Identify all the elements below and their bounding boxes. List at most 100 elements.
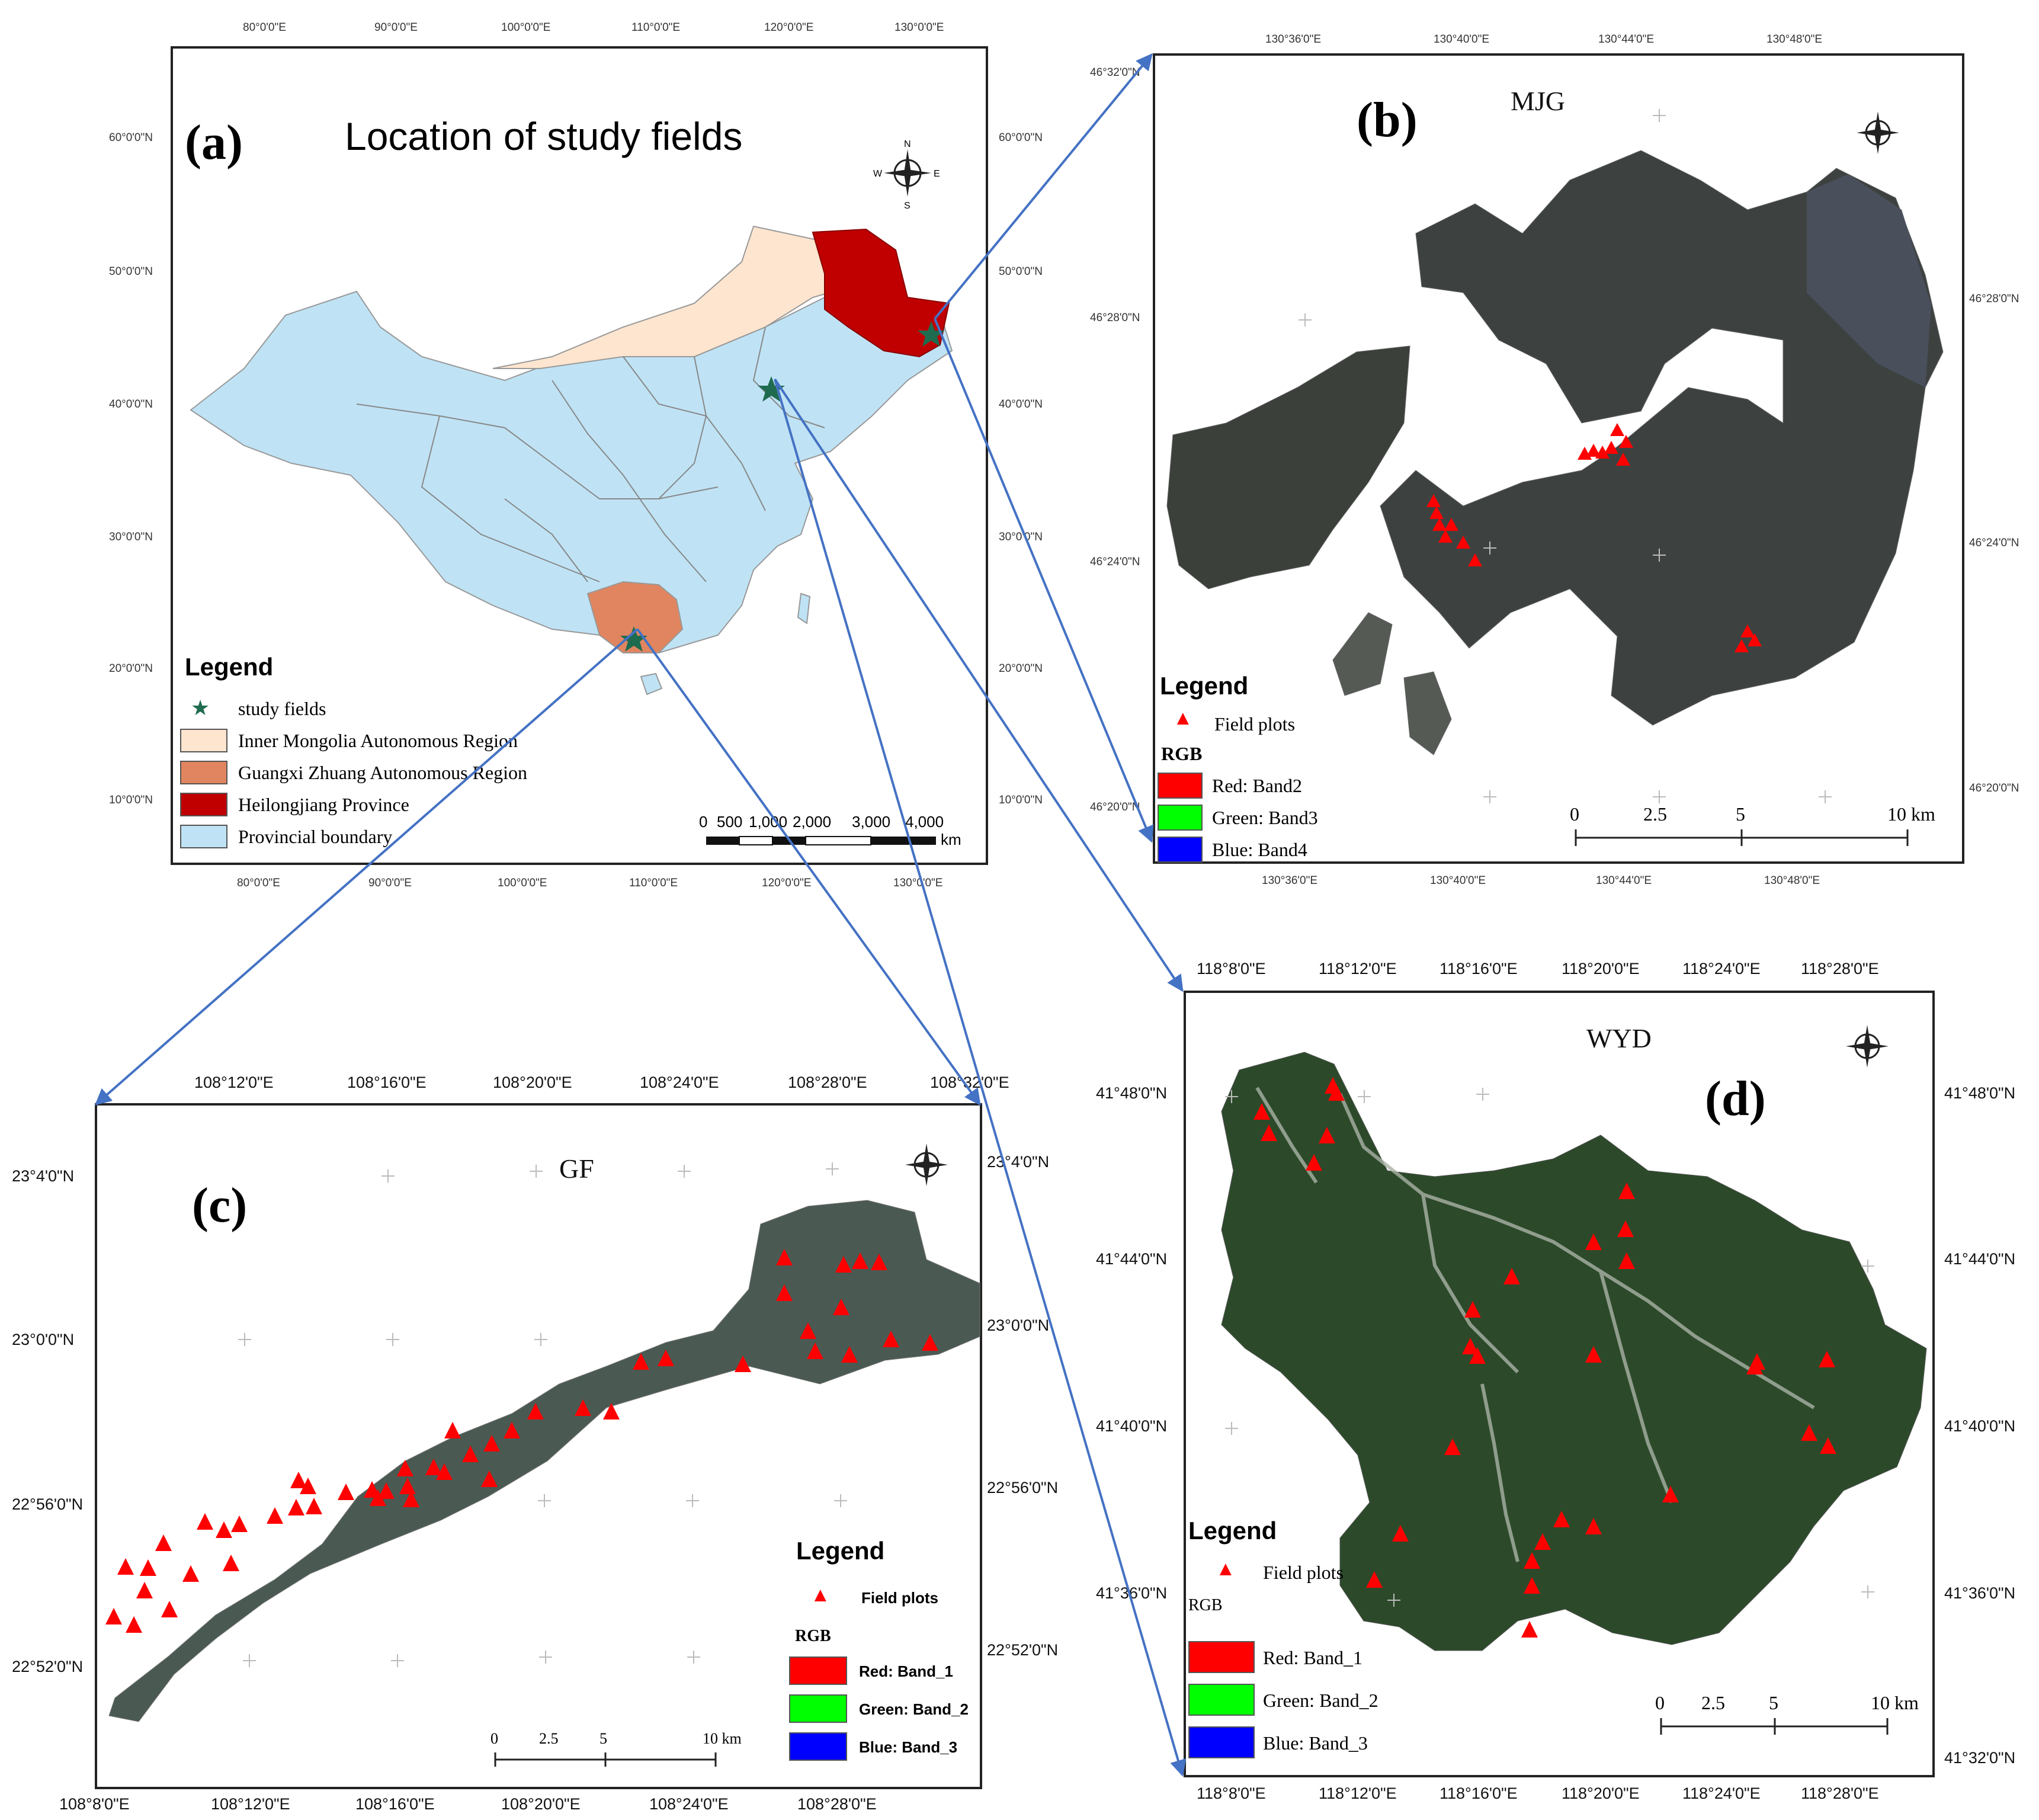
d-right-tick: 41°36'0"N bbox=[1944, 1584, 2016, 1602]
field-plot-marker bbox=[397, 1460, 413, 1476]
legend-field-plots-c: Field plots bbox=[861, 1589, 938, 1607]
wyd-field-plots bbox=[1253, 1077, 1836, 1638]
d-left-tick: 41°36'0"N bbox=[1096, 1584, 1168, 1602]
a-left-tick: 50°0'0"N bbox=[109, 265, 153, 278]
legend-item-provincial: Provincial boundary bbox=[238, 826, 393, 847]
b-top-tick: 130°44'0"E bbox=[1598, 33, 1655, 46]
scale-a-500: 500 bbox=[717, 813, 743, 831]
scale-a-1000: 1,000 bbox=[749, 813, 788, 831]
legend-band-blue-b: Blue: Band4 bbox=[1212, 839, 1307, 860]
scale-a-0: 0 bbox=[699, 813, 708, 831]
c-bottom-tick: 108°12'0"E bbox=[211, 1795, 290, 1813]
legend-field-plots-b: Field plots bbox=[1214, 713, 1296, 735]
c-bottom-tick: 108°28'0"E bbox=[797, 1795, 877, 1813]
b-top-tick: 130°48'0"E bbox=[1767, 33, 1823, 46]
field-plot-marker bbox=[223, 1555, 239, 1571]
legend-rgb-b: RGB bbox=[1161, 743, 1203, 764]
d-bottom-tick: 118°28'0"E bbox=[1801, 1784, 1879, 1802]
field-plot-marker bbox=[290, 1472, 307, 1488]
a-bottom-tick: 110°0'0"E bbox=[629, 877, 678, 889]
field-plot-marker bbox=[1328, 1084, 1345, 1101]
panel-c-label: (c) bbox=[192, 1178, 248, 1233]
legend-band-green-c: Green: Band_2 bbox=[859, 1700, 969, 1718]
field-plot-triangle-icon: ▲ bbox=[1173, 707, 1193, 729]
field-plot-marker bbox=[161, 1601, 178, 1617]
field-plot-marker bbox=[1618, 1252, 1635, 1269]
d-top-tick: 118°24'0"E bbox=[1682, 960, 1761, 978]
d-left-tick: 41°44'0"N bbox=[1096, 1250, 1168, 1268]
field-plot-marker bbox=[436, 1463, 453, 1480]
field-plot-triangle-icon: ▲ bbox=[1216, 1558, 1236, 1580]
field-plot-marker bbox=[462, 1446, 479, 1462]
b-bottom-tick: 130°44'0"E bbox=[1596, 874, 1652, 887]
scale-d-5: 5 bbox=[1769, 1692, 1778, 1713]
field-plot-marker bbox=[1319, 1127, 1335, 1143]
field-plot-marker bbox=[1801, 1424, 1817, 1441]
d-bottom-tick: 118°12'0"E bbox=[1319, 1784, 1397, 1802]
legend-title-a: Legend bbox=[185, 653, 274, 681]
field-plot-marker bbox=[1521, 1621, 1538, 1638]
field-plot-marker bbox=[216, 1521, 232, 1538]
a-top-tick: 130°0'0"E bbox=[895, 21, 944, 34]
a-top-tick: 120°0'0"E bbox=[764, 21, 814, 34]
field-plot-marker bbox=[735, 1356, 751, 1372]
svg-text:S: S bbox=[904, 201, 911, 211]
c-right-tick: 23°4'0"N bbox=[987, 1153, 1050, 1171]
b-left-tick: 46°32'0"N bbox=[1090, 66, 1140, 79]
field-plot-marker bbox=[117, 1558, 134, 1575]
c-left-tick: 22°52'0"N bbox=[12, 1658, 84, 1675]
b-top-tick: 130°36'0"E bbox=[1265, 33, 1322, 46]
a-top-tick: 110°0'0"E bbox=[631, 21, 681, 34]
legend-band-red-c: Red: Band_1 bbox=[859, 1662, 953, 1680]
field-plot-marker bbox=[1617, 1220, 1634, 1237]
d-top-tick: 118°20'0"E bbox=[1562, 960, 1640, 978]
field-plot-marker bbox=[1444, 1438, 1461, 1455]
scale-bar-b bbox=[1575, 829, 1909, 846]
scale-d-10km: 10 km bbox=[1871, 1692, 1919, 1713]
field-plot-marker bbox=[483, 1435, 500, 1451]
panel-d-wyd-map: (d) WYD Legend ▲ Field plots RGB Red: Ba… bbox=[1184, 991, 1935, 1777]
legend-rgb-d: RGB bbox=[1188, 1596, 1223, 1614]
c-right-tick: 22°52'0"N bbox=[987, 1641, 1059, 1659]
legend-band-green-d: Green: Band_2 bbox=[1263, 1690, 1378, 1711]
d-bottom-tick: 118°16'0"E bbox=[1440, 1784, 1518, 1802]
compass-rose-icon bbox=[1857, 111, 1899, 154]
field-plot-marker bbox=[288, 1499, 304, 1515]
a-top-tick: 80°0'0"E bbox=[243, 21, 286, 34]
mjg-region-main bbox=[1380, 150, 1944, 726]
a-right-tick: 10°0'0"N bbox=[999, 794, 1043, 806]
panel-d-title: WYD bbox=[1586, 1023, 1652, 1053]
field-plot-marker bbox=[575, 1399, 591, 1416]
a-right-tick: 20°0'0"N bbox=[999, 662, 1043, 675]
b-top-tick: 130°40'0"E bbox=[1434, 33, 1490, 46]
c-top-tick: 108°20'0"E bbox=[493, 1074, 572, 1091]
field-plot-marker bbox=[378, 1482, 395, 1499]
scale-a-unit: km bbox=[941, 831, 961, 848]
field-plot-marker bbox=[1392, 1525, 1409, 1542]
b-bottom-tick: 130°48'0"E bbox=[1764, 874, 1820, 887]
legend-field-plots-d: Field plots bbox=[1263, 1562, 1344, 1583]
field-plot-marker bbox=[399, 1478, 416, 1494]
field-plot-marker bbox=[425, 1459, 442, 1475]
field-plot-marker bbox=[1553, 1511, 1570, 1527]
field-plot-marker bbox=[1524, 1577, 1540, 1594]
scale-c-0: 0 bbox=[490, 1730, 498, 1747]
field-plot-triangle-icon: ▲ bbox=[810, 1584, 831, 1606]
a-bottom-tick: 80°0'0"E bbox=[237, 877, 280, 889]
field-plot-marker bbox=[1261, 1124, 1277, 1141]
d-top-tick: 118°12'0"E bbox=[1319, 960, 1397, 978]
legend-item-heilongjiang: Heilongjiang Province bbox=[238, 794, 409, 815]
c-top-tick: 108°16'0"E bbox=[347, 1074, 427, 1091]
scale-a-3000: 3,000 bbox=[852, 813, 891, 831]
field-plot-marker bbox=[300, 1478, 316, 1494]
d-top-tick: 118°28'0"E bbox=[1801, 960, 1879, 978]
panel-a-china-map: N S W E (a) Location of study fields Leg… bbox=[171, 46, 988, 865]
d-left-tick: 41°40'0"N bbox=[1096, 1417, 1168, 1435]
scale-c-10km: 10 km bbox=[703, 1730, 742, 1747]
field-plot-marker bbox=[1662, 1486, 1679, 1502]
a-top-tick: 100°0'0"E bbox=[501, 21, 551, 34]
field-plot-marker bbox=[370, 1489, 386, 1506]
field-plot-marker bbox=[444, 1422, 461, 1438]
c-top-tick: 108°12'0"E bbox=[194, 1074, 274, 1091]
legend-band-blue-d: Blue: Band_3 bbox=[1263, 1732, 1368, 1754]
